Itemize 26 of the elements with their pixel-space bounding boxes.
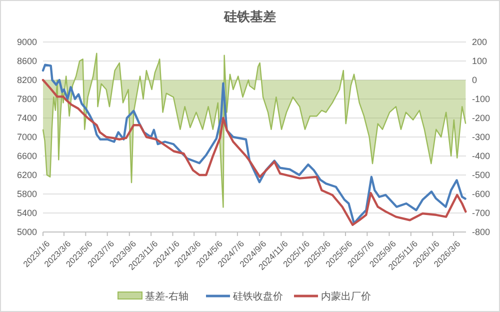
y2-tick-label: 100 [472,56,488,66]
y2-tick-label: -200 [472,113,490,124]
y2-tick-label: 200 [472,37,488,48]
y-tick-label: 5800 [16,189,37,200]
y2-tick-label: -700 [472,208,490,218]
y-tick-label: 7000 [16,132,37,142]
y-tick-label: 8200 [16,75,37,86]
legend-label: 硅铁收盘价 [232,290,283,302]
y-tick-label: 7400 [16,113,37,124]
y-tick-label: 6600 [16,151,37,162]
y-tick-label: 8600 [16,56,37,66]
y-tick-label: 9000 [16,37,37,48]
y2-tick-label: -400 [472,151,490,162]
y-tick-label: 7800 [16,94,37,104]
legend-label: 基差-右轴 [145,290,188,302]
y2-tick-label: -800 [472,227,490,238]
y2-tick-label: -600 [472,189,490,200]
y2-tick-label: 0 [472,75,478,86]
y2-tick-label: -300 [472,132,490,142]
chart-title: 硅铁基差 [223,9,276,24]
y-tick-label: 5000 [16,227,37,238]
y-tick-label: 5400 [16,208,37,218]
y2-tick-label: -500 [472,170,490,180]
y-tick-label: 6200 [16,170,37,180]
legend-label: 内蒙出厂价 [321,290,371,302]
y2-tick-label: -100 [472,94,490,104]
